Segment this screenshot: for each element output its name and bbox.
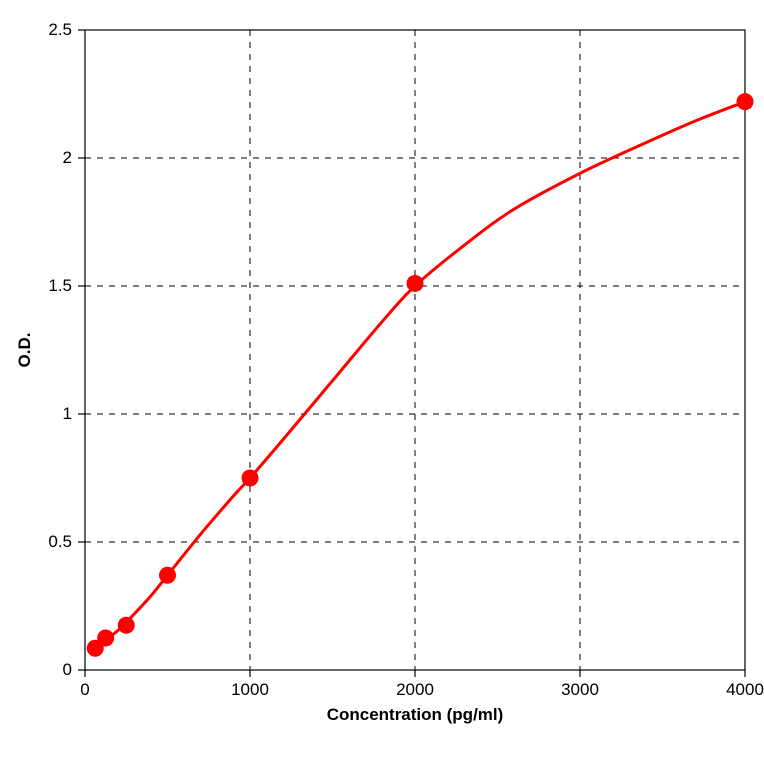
chart-svg: 0 1000 2000 3000 4000 0 0.5 1 1.5 2 2.5 Concentrati…	[0, 0, 764, 764]
y-tick-label: 2.5	[48, 20, 72, 39]
y-tick-label: 1.5	[48, 276, 72, 295]
x-tick-label: 4000	[726, 680, 764, 699]
y-tick-label: 1	[63, 404, 72, 423]
data-marker	[97, 630, 114, 647]
x-tick-label: 3000	[561, 680, 599, 699]
y-tick-label: 0	[63, 660, 72, 679]
x-tick-label: 0	[80, 680, 89, 699]
data-marker	[242, 470, 259, 487]
y-tick-label: 0.5	[48, 532, 72, 551]
data-marker	[407, 275, 424, 292]
y-tick-label: 2	[63, 148, 72, 167]
y-axis-label: O.D.	[15, 333, 34, 368]
x-axis-label: Concentration (pg/ml)	[327, 705, 504, 724]
x-tick-label: 1000	[231, 680, 269, 699]
data-marker	[737, 93, 754, 110]
chart-background	[0, 0, 764, 764]
x-tick-label: 2000	[396, 680, 434, 699]
chart-container: 0 1000 2000 3000 4000 0 0.5 1 1.5 2 2.5 Concentrati…	[0, 0, 764, 764]
data-marker	[118, 617, 135, 634]
data-marker	[159, 567, 176, 584]
